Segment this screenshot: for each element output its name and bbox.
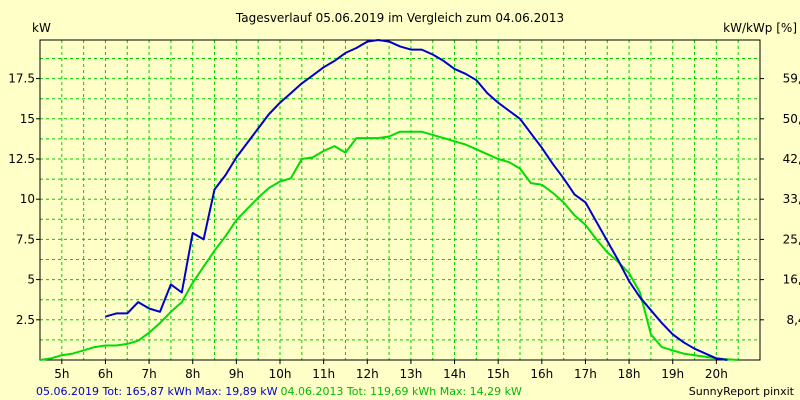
y-tick-label-right: 42,2 <box>783 152 800 166</box>
x-tick-label: 14h <box>443 367 466 381</box>
y-tick-label-right: 25,3 <box>783 232 800 246</box>
legend-series-2019: 05.06.2019 Tot: 165,87 kWh Max: 19,89 kW… <box>36 385 522 398</box>
y-axis-label-right: kW/kWp [%] <box>723 21 797 35</box>
x-tick-label: 10h <box>269 367 292 381</box>
x-tick-label: 7h <box>141 367 156 381</box>
y-tick-label-right: 33,7 <box>783 192 800 206</box>
credit-text: SunnyReport pinxit <box>689 385 795 398</box>
y-axis-label-left: kW <box>32 21 51 35</box>
y-tick-label-left: 17.5 <box>8 72 35 86</box>
x-tick-label: 17h <box>574 367 597 381</box>
x-tick-label: 11h <box>312 367 335 381</box>
x-tick-label: 9h <box>229 367 244 381</box>
y-tick-label-right: 16,9 <box>783 273 800 287</box>
x-tick-label: 8h <box>185 367 200 381</box>
x-tick-label: 13h <box>399 367 422 381</box>
y-tick-label-right: 8,4 <box>786 313 800 327</box>
x-axis: 5h 6h 7h 8h 9h 10h 11h 12h 13h 14h 15h 16h 17h 18h 19h… <box>54 360 728 381</box>
y-tick-label-left: 12.5 <box>8 152 35 166</box>
x-tick-label: 12h <box>356 367 379 381</box>
x-tick-label: 20h <box>705 367 728 381</box>
y-tick-label-left: 10 <box>20 192 35 206</box>
y-tick-label-left: 5 <box>27 273 35 287</box>
y-tick-label-left: 2.5 <box>16 313 35 327</box>
x-tick-label: 16h <box>530 367 553 381</box>
plot-frame <box>39 39 761 361</box>
y-tick-label-left: 7.5 <box>16 232 35 246</box>
x-tick-label: 6h <box>98 367 113 381</box>
y-tick-label-right: 50,6 <box>783 112 800 126</box>
y-tick-label-left: 15 <box>20 112 35 126</box>
legend-series-2019-text: 05.06.2019 Tot: 165,87 kWh Max: 19,89 kW <box>36 385 278 398</box>
x-tick-label: 19h <box>661 367 684 381</box>
x-tick-label: 18h <box>618 367 641 381</box>
chart-title: Tagesverlauf 05.06.2019 im Vergleich zum… <box>235 11 564 25</box>
x-tick-label: 15h <box>487 367 510 381</box>
y-axis-right: 8,4 16,9 25,3 33,7 42,2 50,6 59,0 <box>760 72 800 327</box>
y-tick-label-right: 59,0 <box>783 72 800 86</box>
grid <box>40 40 760 360</box>
legend-series-2013-text: 04.06.2013 Tot: 119,69 kWh Max: 14,29 kW <box>280 385 522 398</box>
y-axis-left: 2.5 5 7.5 10 12.5 15 17.5 <box>8 72 40 327</box>
x-tick-label: 5h <box>54 367 69 381</box>
series-group <box>39 39 739 361</box>
series-line-05-06-2019 <box>105 39 728 361</box>
